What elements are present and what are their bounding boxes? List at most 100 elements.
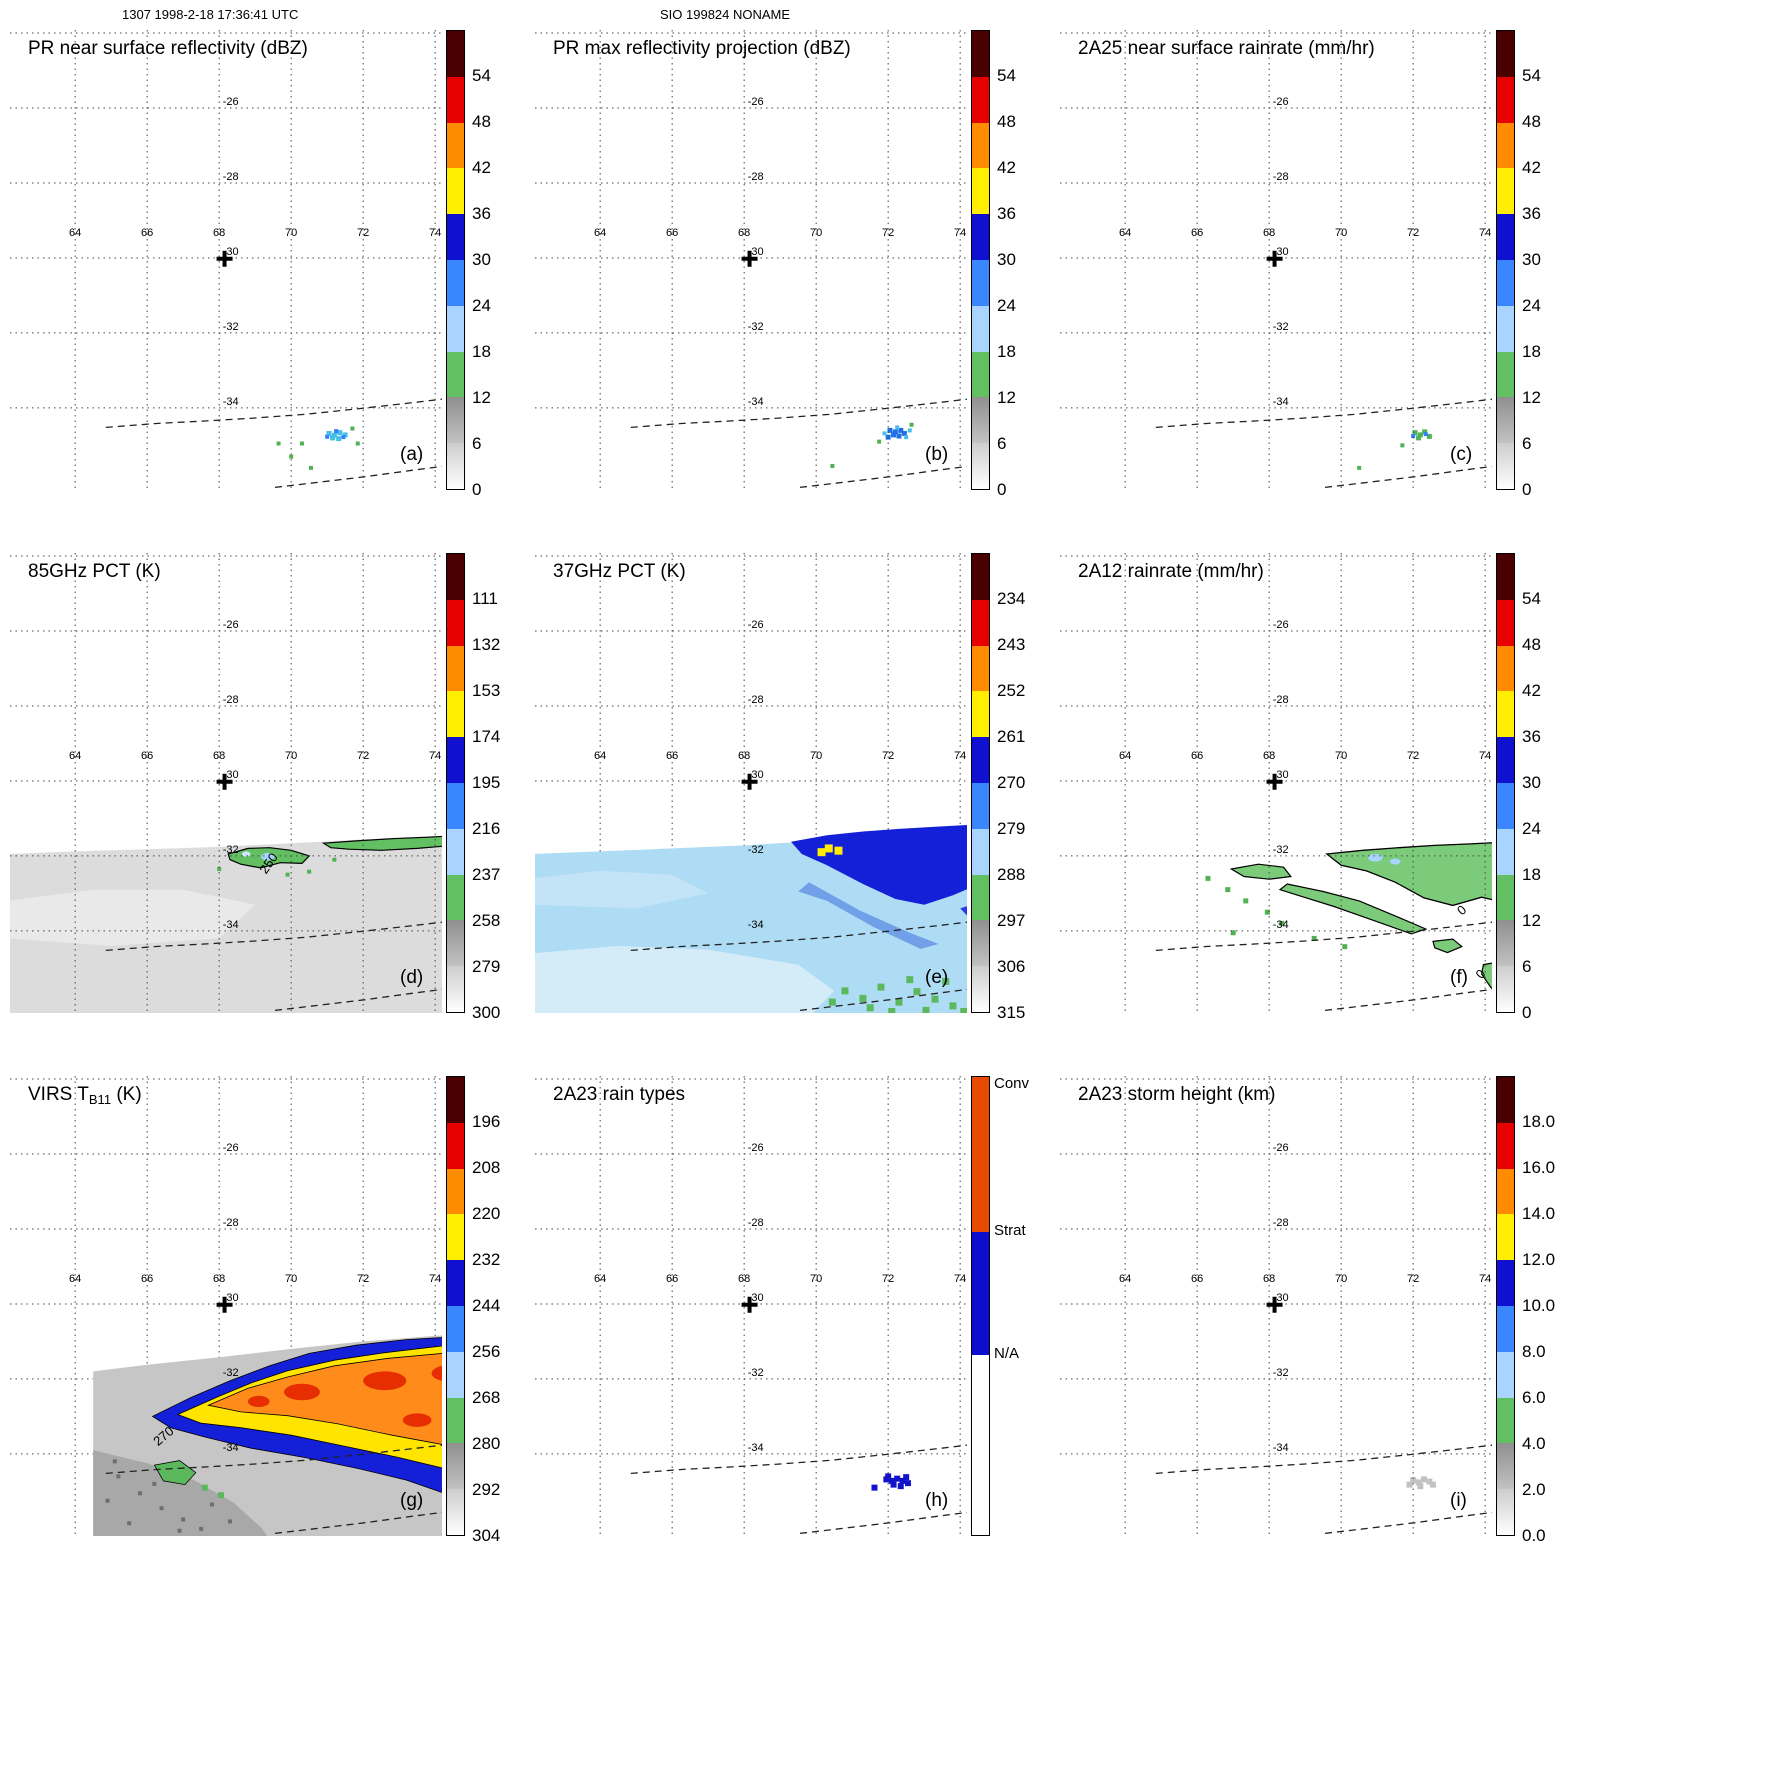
lat-tick-label: -30 (748, 246, 764, 258)
gridlines-over (535, 30, 967, 490)
panel-letter: (h) (925, 1490, 948, 1511)
gridlines-over (10, 30, 442, 490)
colorbar-segment (447, 1489, 464, 1535)
lat-tick-label: -34 (1273, 919, 1289, 931)
lon-tick-label: 70 (1335, 1273, 1347, 1285)
colorbar-tick: 196 (472, 1112, 501, 1131)
lon-tick-label: 68 (1263, 750, 1275, 762)
lon-tick-label: 72 (357, 227, 369, 239)
colorbar-segment (972, 214, 989, 260)
header-timestamp: 1307 1998-2-18 17:36:41 UTC (122, 7, 299, 22)
colorbar-tick: 304 (472, 1526, 501, 1545)
colorbar-segment (972, 259, 989, 306)
colorbar-tick: 30 (997, 250, 1016, 269)
colorbar-segment (447, 1214, 464, 1261)
data-features (535, 825, 967, 1013)
colorbar-segment (1497, 874, 1514, 921)
colorbar-tick: 54 (1522, 589, 1541, 608)
colorbar-segment (1497, 31, 1514, 77)
lon-tick-label: 66 (666, 227, 678, 239)
colorbar-tick: 0 (1522, 1003, 1532, 1022)
lat-tick-label: -28 (1273, 1217, 1289, 1229)
colorbar-segment (447, 168, 464, 215)
colorbar-segment (1497, 1168, 1514, 1215)
lon-tick-label: 70 (285, 750, 297, 762)
colorbar-segment (447, 351, 464, 398)
colorbar-tick: 6 (997, 434, 1007, 453)
colorbar-tick: 288 (997, 865, 1026, 884)
colorbar-tick: 30 (1522, 773, 1541, 792)
coastline (105, 1444, 442, 1535)
colorbar-segment (972, 305, 989, 352)
contour-label: 0 (1454, 902, 1469, 918)
colorbar-segment (1497, 691, 1514, 738)
colorbar-tick: 174 (472, 727, 501, 746)
panel-letter: (a) (400, 444, 423, 465)
colorbar-tick: 258 (472, 911, 501, 930)
lon-tick-label: 64 (594, 227, 606, 239)
storm-center-cross-marker (1266, 250, 1283, 267)
colorbar-segment (1497, 1122, 1514, 1169)
colorbar-segment (1497, 1443, 1514, 1490)
lat-tick-label: -26 (223, 96, 239, 108)
colorbar-segment (1497, 397, 1514, 444)
colorbar-segment (1497, 1397, 1514, 1444)
colorbar-segment (447, 966, 464, 1012)
panel-d: 250 64 66 68 70 72 74 -24 -26 -28 -30 -32 -34 (d) (10, 553, 442, 1013)
lon-tick-label: 70 (1335, 750, 1347, 762)
colorbar-tick: 30 (472, 250, 491, 269)
lat-tick-label: -30 (223, 769, 239, 781)
colorbar-tick: 30 (1522, 250, 1541, 269)
colorbar-tick: 18 (472, 342, 491, 361)
colorbar-segment (1497, 782, 1514, 829)
map-g: 270 64 66 68 70 72 74 -24 -26 -28 -30 -32 -34 (g) (10, 1076, 442, 1536)
lon-tick-label: 64 (69, 227, 81, 239)
coastline (1155, 1444, 1492, 1535)
lon-tick-label: 74 (954, 227, 966, 239)
panel-title-i: 2A23 storm height (km) (1078, 1084, 1276, 1105)
colorbar-segment (1497, 1489, 1514, 1535)
data-features: 00 (1205, 842, 1492, 990)
coastline (105, 921, 442, 1012)
colorbar-tick: 10.0 (1522, 1296, 1556, 1315)
colorbar-segment (1497, 737, 1514, 783)
colorbar-segment (447, 259, 464, 306)
colorbar-tick: 36 (472, 204, 491, 223)
lat-tick-label: -34 (1273, 1442, 1289, 1454)
colorbar-segment (1497, 554, 1514, 600)
panel-b: 64 66 68 70 72 74 -24 -26 -28 -30 -32 -34 (b) (535, 30, 967, 490)
colorbar-tick: 8.0 (1522, 1342, 1546, 1361)
lon-tick-label: 74 (429, 1273, 441, 1285)
colorbar-segment (447, 122, 464, 169)
lon-tick-label: 74 (1479, 750, 1491, 762)
lon-tick-label: 66 (1191, 1273, 1203, 1285)
lon-tick-label: 68 (738, 750, 750, 762)
map-b: 64 66 68 70 72 74 -24 -26 -28 -30 -32 -34 (b) (535, 30, 967, 490)
colorbar-tick: 300 (472, 1003, 501, 1022)
colorbar-segment (447, 1443, 464, 1490)
colorbar-tick: 24 (472, 296, 491, 315)
colorbar-segment (972, 554, 989, 600)
lon-tick-label: 68 (738, 227, 750, 239)
colorbar-tick: 18 (1522, 342, 1541, 361)
lat-tick-label: -24 (748, 30, 764, 33)
colorbar-tick: 2.0 (1522, 1480, 1546, 1499)
map-labels: 64 66 68 70 72 74 -24 -26 -28 -30 -32 -34 (e) (594, 553, 966, 988)
colorbar-tick: 6 (1522, 957, 1532, 976)
colorbar-segment (1497, 1351, 1514, 1398)
lon-tick-label: 68 (1263, 1273, 1275, 1285)
panel-letter: (e) (925, 967, 948, 988)
lon-tick-label: 72 (882, 1273, 894, 1285)
colorbar-tick: 12 (997, 388, 1016, 407)
lat-tick-label: -24 (1273, 30, 1289, 33)
lon-tick-label: 66 (141, 227, 153, 239)
colorbar-segment (447, 1260, 464, 1306)
lon-tick-label: 74 (429, 750, 441, 762)
colorbar-tick: 6.0 (1522, 1388, 1546, 1407)
colorbar-tick: 220 (472, 1204, 501, 1223)
lat-tick-label: -26 (1273, 1142, 1289, 1154)
colorbar-tick: 0 (1522, 480, 1532, 499)
colorbar-tick: 111 (472, 589, 498, 608)
colorbar-segment (447, 1351, 464, 1398)
colorbar-segment (1497, 214, 1514, 260)
